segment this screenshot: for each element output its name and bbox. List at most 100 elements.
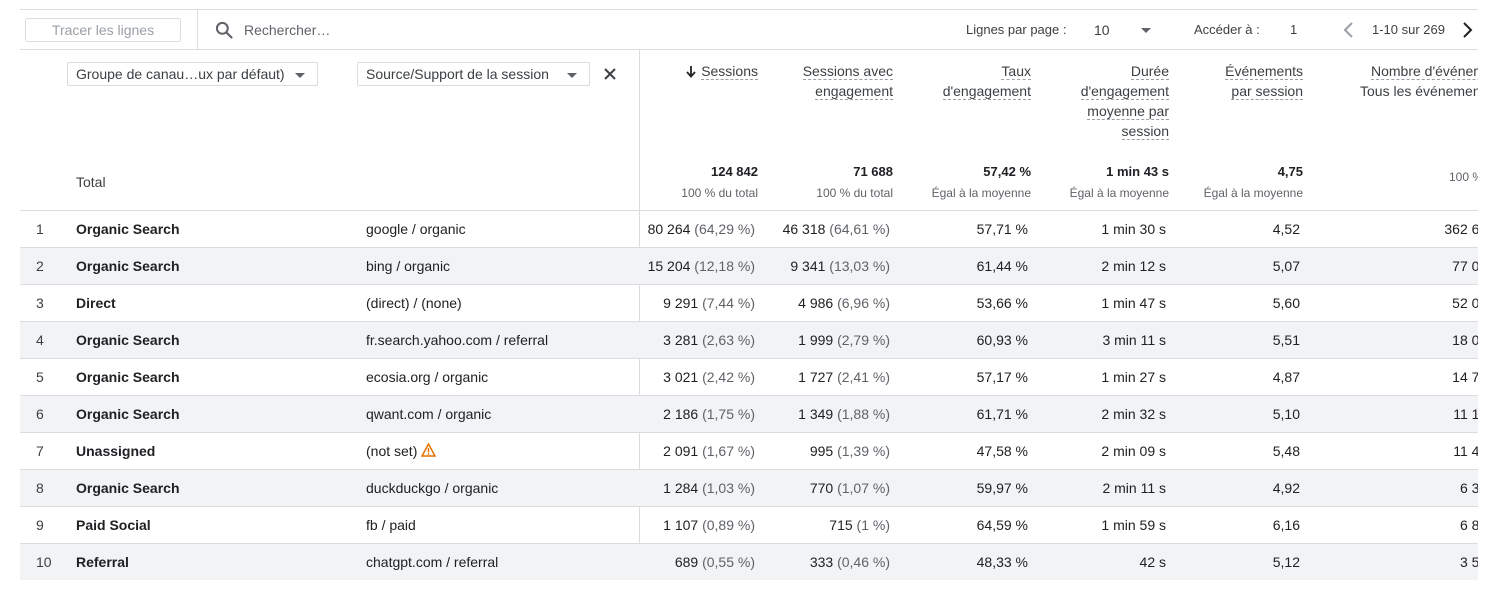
- row-source-label: fr.search.yahoo.com / referral: [366, 332, 549, 348]
- row-source: fr.search.yahoo.com / referral: [366, 331, 548, 349]
- warning-icon[interactable]: [421, 443, 437, 457]
- row-engaged-value: 770: [809, 480, 834, 496]
- row-duration: 2 min 12 s: [1101, 257, 1166, 275]
- row-sessions-percent: (64,29 %): [694, 221, 755, 237]
- row-channel: Referral: [76, 554, 129, 570]
- primary-dimension-dropdown[interactable]: Groupe de canau…ux par défaut): [67, 62, 318, 86]
- row-channel: Paid Social: [76, 517, 151, 533]
- caret-down-icon: [1141, 28, 1151, 33]
- table-row[interactable]: 10 Referral chatgpt.com / referral 689 (0,5…: [20, 543, 1478, 580]
- row-rate-value: 53,66 %: [976, 295, 1028, 311]
- row-events-value: 4,52: [1272, 221, 1300, 237]
- row-engaged-percent: (2,79 %): [837, 332, 890, 348]
- table-row[interactable]: 2 Organic Search bing / organic 15 204 (12,…: [20, 247, 1478, 284]
- row-source-label: (not set): [366, 443, 418, 459]
- row-events-value: 5,51: [1272, 332, 1300, 348]
- row-events-value: 5,12: [1272, 554, 1300, 570]
- row-sessions-value: 2 186: [663, 406, 699, 422]
- row-sessions-percent: (12,18 %): [694, 258, 755, 274]
- table-row[interactable]: 9 Paid Social fb / paid 1 107 (0,89 %) 715 (…: [20, 506, 1478, 543]
- row-engaged-percent: (13,03 %): [829, 258, 890, 274]
- row-event-count: 11 469 (: [1453, 443, 1478, 459]
- header-engaged-sessions[interactable]: Sessions avec engagement: [802, 61, 893, 101]
- row-sessions-value: 689: [674, 554, 699, 570]
- row-source: qwant.com / organic: [366, 405, 491, 423]
- search-input[interactable]: [244, 19, 504, 41]
- row-index: 1: [36, 221, 44, 237]
- close-icon[interactable]: [603, 67, 617, 81]
- row-index: 3: [36, 295, 44, 311]
- total-duration-value: 1 min 43 s: [1106, 164, 1169, 179]
- row-source-label: google / organic: [366, 221, 466, 237]
- header-engagement-rate[interactable]: Taux d'engagement: [942, 61, 1031, 101]
- table-row[interactable]: 7 Unassigned (not set) 2 091 (1,67 %) 995 (1…: [20, 432, 1478, 469]
- row-rate: 57,71 %: [977, 220, 1028, 238]
- row-sessions: 689 (0,55 %): [675, 553, 755, 571]
- dimension-metric-divider: [639, 50, 640, 580]
- chevron-right-icon[interactable]: [1460, 21, 1474, 39]
- row-events-value: 4,92: [1272, 480, 1300, 496]
- plot-rows-button[interactable]: Tracer les lignes: [25, 18, 181, 42]
- row-rate: 61,44 %: [977, 257, 1028, 275]
- row-channel: Organic Search: [76, 258, 180, 274]
- rows-per-page-value: 10: [1094, 22, 1110, 38]
- row-channel: Organic Search: [76, 332, 180, 348]
- row-engaged-value: 1 999: [798, 332, 834, 348]
- row-engaged: 46 318 (64,61 %): [783, 220, 890, 238]
- row-events-value: 5,10: [1272, 406, 1300, 422]
- row-source: google / organic: [366, 220, 466, 238]
- total-count: 100 % du total: [1400, 164, 1478, 185]
- row-sessions-percent: (0,55 %): [702, 554, 755, 570]
- table-row[interactable]: 5 Organic Search ecosia.org / organic 3 021…: [20, 358, 1478, 395]
- row-sessions-percent: (2,63 %): [702, 332, 755, 348]
- row-engaged: 1 349 (1,88 %): [798, 405, 890, 423]
- rows-per-page-select[interactable]: 10: [1093, 16, 1163, 44]
- caret-down-icon: [295, 73, 305, 78]
- table-row[interactable]: 4 Organic Search fr.search.yahoo.com / ref…: [20, 321, 1478, 358]
- row-rate-value: 61,71 %: [976, 406, 1028, 422]
- header-events-per-session[interactable]: Événements par session: [1225, 61, 1303, 101]
- row-engaged-value: 46 318: [782, 221, 826, 237]
- row-event-count: 3 531 (: [1459, 554, 1478, 570]
- row-engaged-percent: (2,41 %): [837, 369, 890, 385]
- table-row[interactable]: 6 Organic Search qwant.com / organic 2 186 …: [20, 395, 1478, 432]
- chevron-left-icon[interactable]: [1342, 21, 1356, 39]
- row-duration: 2 min 32 s: [1101, 405, 1166, 423]
- row-engaged-percent: (64,61 %): [829, 221, 890, 237]
- header-sessions[interactable]: Sessions: [686, 61, 758, 81]
- row-engaged-value: 995: [809, 443, 834, 459]
- row-event-count: 18 063 (: [1452, 332, 1478, 348]
- row-rate-value: 60,93 %: [976, 332, 1028, 348]
- row-duration: 2 min 09 s: [1101, 442, 1166, 460]
- row-rate-value: 57,71 %: [976, 221, 1028, 237]
- row-index: 8: [36, 480, 44, 496]
- row-engaged: 333 (0,46 %): [810, 553, 890, 571]
- table-row[interactable]: 1 Organic Search google / organic 80 264 (6…: [20, 210, 1478, 247]
- goto-label: Accéder à :: [1194, 22, 1260, 37]
- secondary-dimension-dropdown[interactable]: Source/Support de la session: [357, 62, 590, 86]
- row-index: 10: [36, 554, 52, 570]
- row-engaged: 1 727 (2,41 %): [798, 368, 890, 386]
- header-dur-line1: Durée: [1130, 63, 1169, 80]
- row-rate: 64,59 %: [977, 516, 1028, 534]
- header-avg-engagement-time[interactable]: Durée d'engagement moyenne par session: [1080, 61, 1169, 141]
- table-row[interactable]: 8 Organic Search duckduckgo / organic 1 284…: [20, 469, 1478, 506]
- row-sessions-percent: (1,67 %): [702, 443, 755, 459]
- row-engaged-value: 1 349: [798, 406, 834, 422]
- row-channel: Unassigned: [76, 443, 156, 459]
- row-rate: 60,93 %: [977, 331, 1028, 349]
- row-rate: 48,33 %: [977, 553, 1028, 571]
- row-event-count: 6 322 (: [1459, 480, 1478, 496]
- primary-dimension-label: Groupe de canau…ux par défaut): [76, 66, 285, 82]
- header-event-count[interactable]: Nombre d'événements Tous les événements: [1360, 61, 1478, 101]
- total-sessions-value: 124 842: [711, 164, 758, 179]
- row-source-label: qwant.com / organic: [366, 406, 492, 422]
- table-row[interactable]: 3 Direct (direct) / (none) 9 291 (7,44 %) 4 …: [20, 284, 1478, 321]
- row-channel: Organic Search: [76, 480, 180, 496]
- header-events-line2: par session: [1231, 83, 1303, 100]
- total-rate: 57,42 % Égal à la moyenne: [932, 164, 1031, 201]
- goto-page-input[interactable]: 1: [1290, 22, 1298, 37]
- row-events-value: 4,87: [1272, 369, 1300, 385]
- header-rate-line1: Taux: [1001, 63, 1031, 80]
- row-sessions-percent: (0,89 %): [702, 517, 755, 533]
